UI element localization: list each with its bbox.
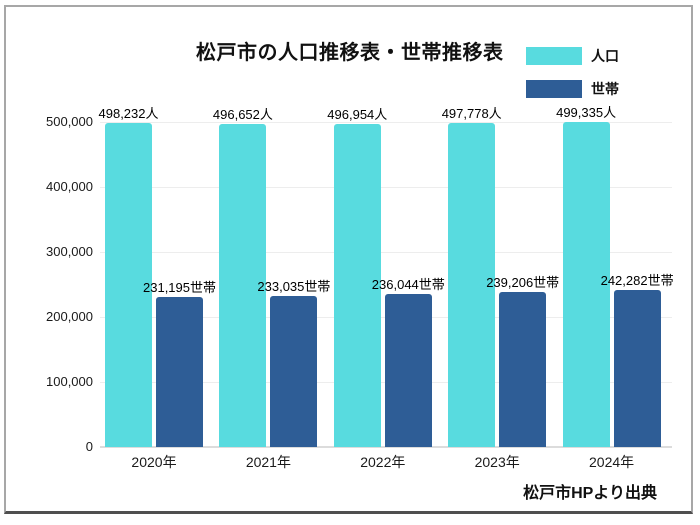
legend-swatch-household xyxy=(526,80,582,98)
legend-label-population: 人口 xyxy=(591,48,619,64)
population-bar xyxy=(562,122,610,447)
x-axis-tick-label: 2022年 xyxy=(360,454,406,470)
legend-label-household: 世帯 xyxy=(591,81,619,97)
population-bar-label: 499,335人 xyxy=(556,105,617,121)
y-axis-tick-label: 300,000 xyxy=(46,244,93,259)
population-bar-label: 496,954人 xyxy=(327,106,388,122)
population-bar-label: 498,232人 xyxy=(98,106,159,122)
y-axis-tick-label: 200,000 xyxy=(46,309,93,324)
source-note: 松戸市HPより出典 xyxy=(523,485,657,502)
x-axis-baseline xyxy=(100,446,672,448)
gridline xyxy=(100,187,672,188)
population-bar xyxy=(105,123,152,447)
population-bar xyxy=(448,123,496,447)
household-bar-label: 233,035世帯 xyxy=(257,278,331,294)
household-bar xyxy=(270,295,318,447)
legend: 人口 世帯 xyxy=(526,46,619,99)
population-bar xyxy=(333,123,381,447)
legend-item-household: 世帯 xyxy=(526,79,619,99)
x-axis-tick-label: 2021年 xyxy=(245,454,291,470)
population-bar xyxy=(219,124,267,447)
household-bar-label: 242,282世帯 xyxy=(600,272,674,288)
y-axis-tick-label: 500,000 xyxy=(46,114,93,129)
household-bar xyxy=(499,291,547,447)
y-axis-tick-label: 100,000 xyxy=(46,374,93,389)
population-bar-label: 497,778人 xyxy=(441,106,502,122)
household-bar-label: 236,044世帯 xyxy=(371,276,445,292)
chart-title: 松戸市の人口推移表・世帯推移表 xyxy=(196,42,504,64)
y-axis-tick-label: 0 xyxy=(85,439,93,454)
legend-item-population: 人口 xyxy=(526,46,619,66)
gridline xyxy=(100,122,672,123)
household-bar-label: 231,195世帯 xyxy=(143,279,216,295)
legend-swatch-population xyxy=(526,47,582,65)
household-bar xyxy=(384,293,432,447)
household-bar xyxy=(156,296,203,447)
y-axis-tick-label: 400,000 xyxy=(46,179,93,194)
x-axis-tick-label: 2024年 xyxy=(589,454,635,470)
gridline xyxy=(100,252,672,253)
x-axis-tick-label: 2020年 xyxy=(131,454,177,470)
x-axis-tick-label: 2023年 xyxy=(474,454,520,470)
household-bar xyxy=(613,289,661,447)
household-bar-label: 239,206世帯 xyxy=(486,274,560,290)
population-bar-label: 496,652人 xyxy=(212,107,273,123)
